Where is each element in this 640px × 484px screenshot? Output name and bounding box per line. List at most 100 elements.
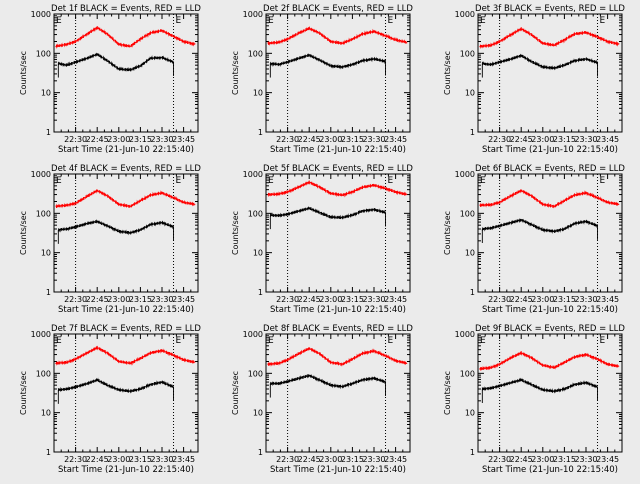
x-tick-label: 22:45: [298, 455, 321, 464]
panel-title: Det 7f BLACK = Events, RED = LLD: [51, 324, 201, 334]
y-tick-label: 100: [36, 209, 51, 218]
x-tick-label: 22:30: [64, 295, 87, 304]
plot-frame: [53, 333, 199, 453]
x-tick-label: 22:30: [276, 295, 299, 304]
y-tick-label: 10: [465, 409, 475, 418]
x-tick-label: 23:15: [129, 135, 152, 144]
x-tick-label: 23:15: [341, 455, 364, 464]
marker-label: E: [600, 16, 606, 26]
x-tick-label: 23:15: [553, 295, 576, 304]
events-series-line: [269, 374, 386, 390]
lld-series-line: [55, 26, 196, 49]
lld-series-line: [267, 180, 408, 198]
events-series-line: [57, 377, 174, 394]
marker-label: E: [176, 16, 182, 26]
y-tick-label: 1: [470, 128, 475, 137]
x-axis-label: Start Time (21-Jun-10 22:15:40): [270, 145, 406, 155]
marker-label: E: [388, 176, 394, 186]
x-tick-label: 23:15: [553, 135, 576, 144]
x-tick-label: 23:30: [150, 455, 173, 464]
y-axis-label: Counts/sec: [231, 51, 240, 95]
x-tick-label: 23:00: [531, 295, 554, 304]
x-tick-label: 22:45: [86, 455, 109, 464]
events-series-line: [269, 53, 386, 70]
y-tick-label: 1: [470, 288, 475, 297]
panel-8: Det 8f BLACK = Events, RED = LLD 1 10 100 10…: [231, 324, 413, 475]
marker-label: E: [56, 16, 62, 26]
marker-label: E: [480, 176, 486, 186]
plot-frame: [53, 13, 199, 133]
x-tick-label: 23:45: [596, 135, 619, 144]
x-tick-label: 23:45: [384, 455, 407, 464]
y-tick-label: 100: [460, 369, 475, 378]
events-series-line: [269, 206, 386, 220]
y-axis-label: Counts/sec: [231, 211, 240, 255]
x-axis-label: Start Time (21-Jun-10 22:15:40): [482, 145, 618, 155]
y-tick-label: 10: [41, 409, 51, 418]
x-tick-label: 23:00: [319, 135, 342, 144]
events-series-line: [57, 52, 174, 73]
x-tick-label: 22:30: [64, 135, 87, 144]
y-axis-label: Counts/sec: [231, 371, 240, 415]
x-tick-label: 23:00: [107, 455, 130, 464]
y-axis-label: Counts/sec: [19, 51, 28, 95]
y-tick-label: 10: [465, 89, 475, 98]
x-tick-label: 23:45: [172, 455, 195, 464]
x-tick-label: 22:45: [86, 135, 109, 144]
y-tick-label: 1: [258, 288, 263, 297]
x-axis-label: Start Time (21-Jun-10 22:15:40): [58, 305, 194, 315]
panel-title: Det 5f BLACK = Events, RED = LLD: [263, 164, 413, 174]
x-axis-label: Start Time (21-Jun-10 22:15:40): [482, 305, 618, 315]
y-axis-label: Counts/sec: [19, 211, 28, 255]
panel-4: Det 4f BLACK = Events, RED = LLD 1 10 100 10…: [19, 164, 201, 315]
y-tick-label: 1000: [31, 330, 51, 339]
y-tick-label: 100: [248, 369, 263, 378]
y-tick-label: 1: [46, 128, 51, 137]
panel-title: Det 4f BLACK = Events, RED = LLD: [51, 164, 201, 174]
x-tick-label: 23:00: [319, 455, 342, 464]
y-tick-label: 1000: [31, 170, 51, 179]
panel-title: Det 1f BLACK = Events, RED = LLD: [51, 4, 201, 14]
y-axis-label: Counts/sec: [443, 211, 452, 255]
lld-series-line: [55, 189, 196, 209]
y-axis-label: Counts/sec: [19, 371, 28, 415]
y-tick-label: 100: [460, 49, 475, 58]
y-tick-label: 10: [253, 409, 263, 418]
x-tick-label: 23:15: [129, 295, 152, 304]
marker-label: E: [56, 176, 62, 186]
panel-1: Det 1f BLACK = Events, RED = LLD 1 10 100 10…: [19, 4, 201, 155]
events-series-line: [57, 219, 174, 236]
panel-7: Det 7f BLACK = Events, RED = LLD 1 10 100 10…: [19, 324, 201, 475]
x-tick-label: 23:45: [172, 135, 195, 144]
x-tick-label: 23:30: [150, 295, 173, 304]
y-tick-label: 1: [46, 288, 51, 297]
x-tick-label: 22:45: [510, 455, 533, 464]
x-axis-label: Start Time (21-Jun-10 22:15:40): [58, 145, 194, 155]
x-tick-label: 23:15: [341, 135, 364, 144]
marker-label: E: [600, 176, 606, 186]
x-axis-label: Start Time (21-Jun-10 22:15:40): [482, 465, 618, 475]
marker-label: E: [176, 336, 182, 346]
panel-title: Det 2f BLACK = Events, RED = LLD: [263, 4, 413, 14]
plot-frame: [477, 13, 623, 133]
x-tick-label: 22:45: [298, 135, 321, 144]
y-tick-label: 1: [470, 448, 475, 457]
x-tick-label: 22:30: [64, 455, 87, 464]
x-tick-label: 23:15: [553, 455, 576, 464]
x-tick-label: 23:30: [362, 135, 385, 144]
x-tick-label: 22:45: [298, 295, 321, 304]
y-tick-label: 10: [41, 249, 51, 258]
x-tick-label: 23:15: [129, 455, 152, 464]
y-tick-label: 100: [36, 369, 51, 378]
y-tick-label: 100: [460, 209, 475, 218]
y-tick-label: 100: [248, 49, 263, 58]
x-tick-label: 23:15: [341, 295, 364, 304]
lld-series-line: [267, 25, 408, 46]
panel-9: Det 9f BLACK = Events, RED = LLD 1 10 100 10…: [443, 324, 625, 475]
x-tick-label: 23:00: [531, 135, 554, 144]
lld-series-line: [55, 345, 196, 366]
y-tick-label: 1000: [455, 170, 475, 179]
lld-series-line: [479, 189, 620, 209]
y-axis-label: Counts/sec: [443, 51, 452, 95]
plot-frame: [265, 13, 411, 133]
